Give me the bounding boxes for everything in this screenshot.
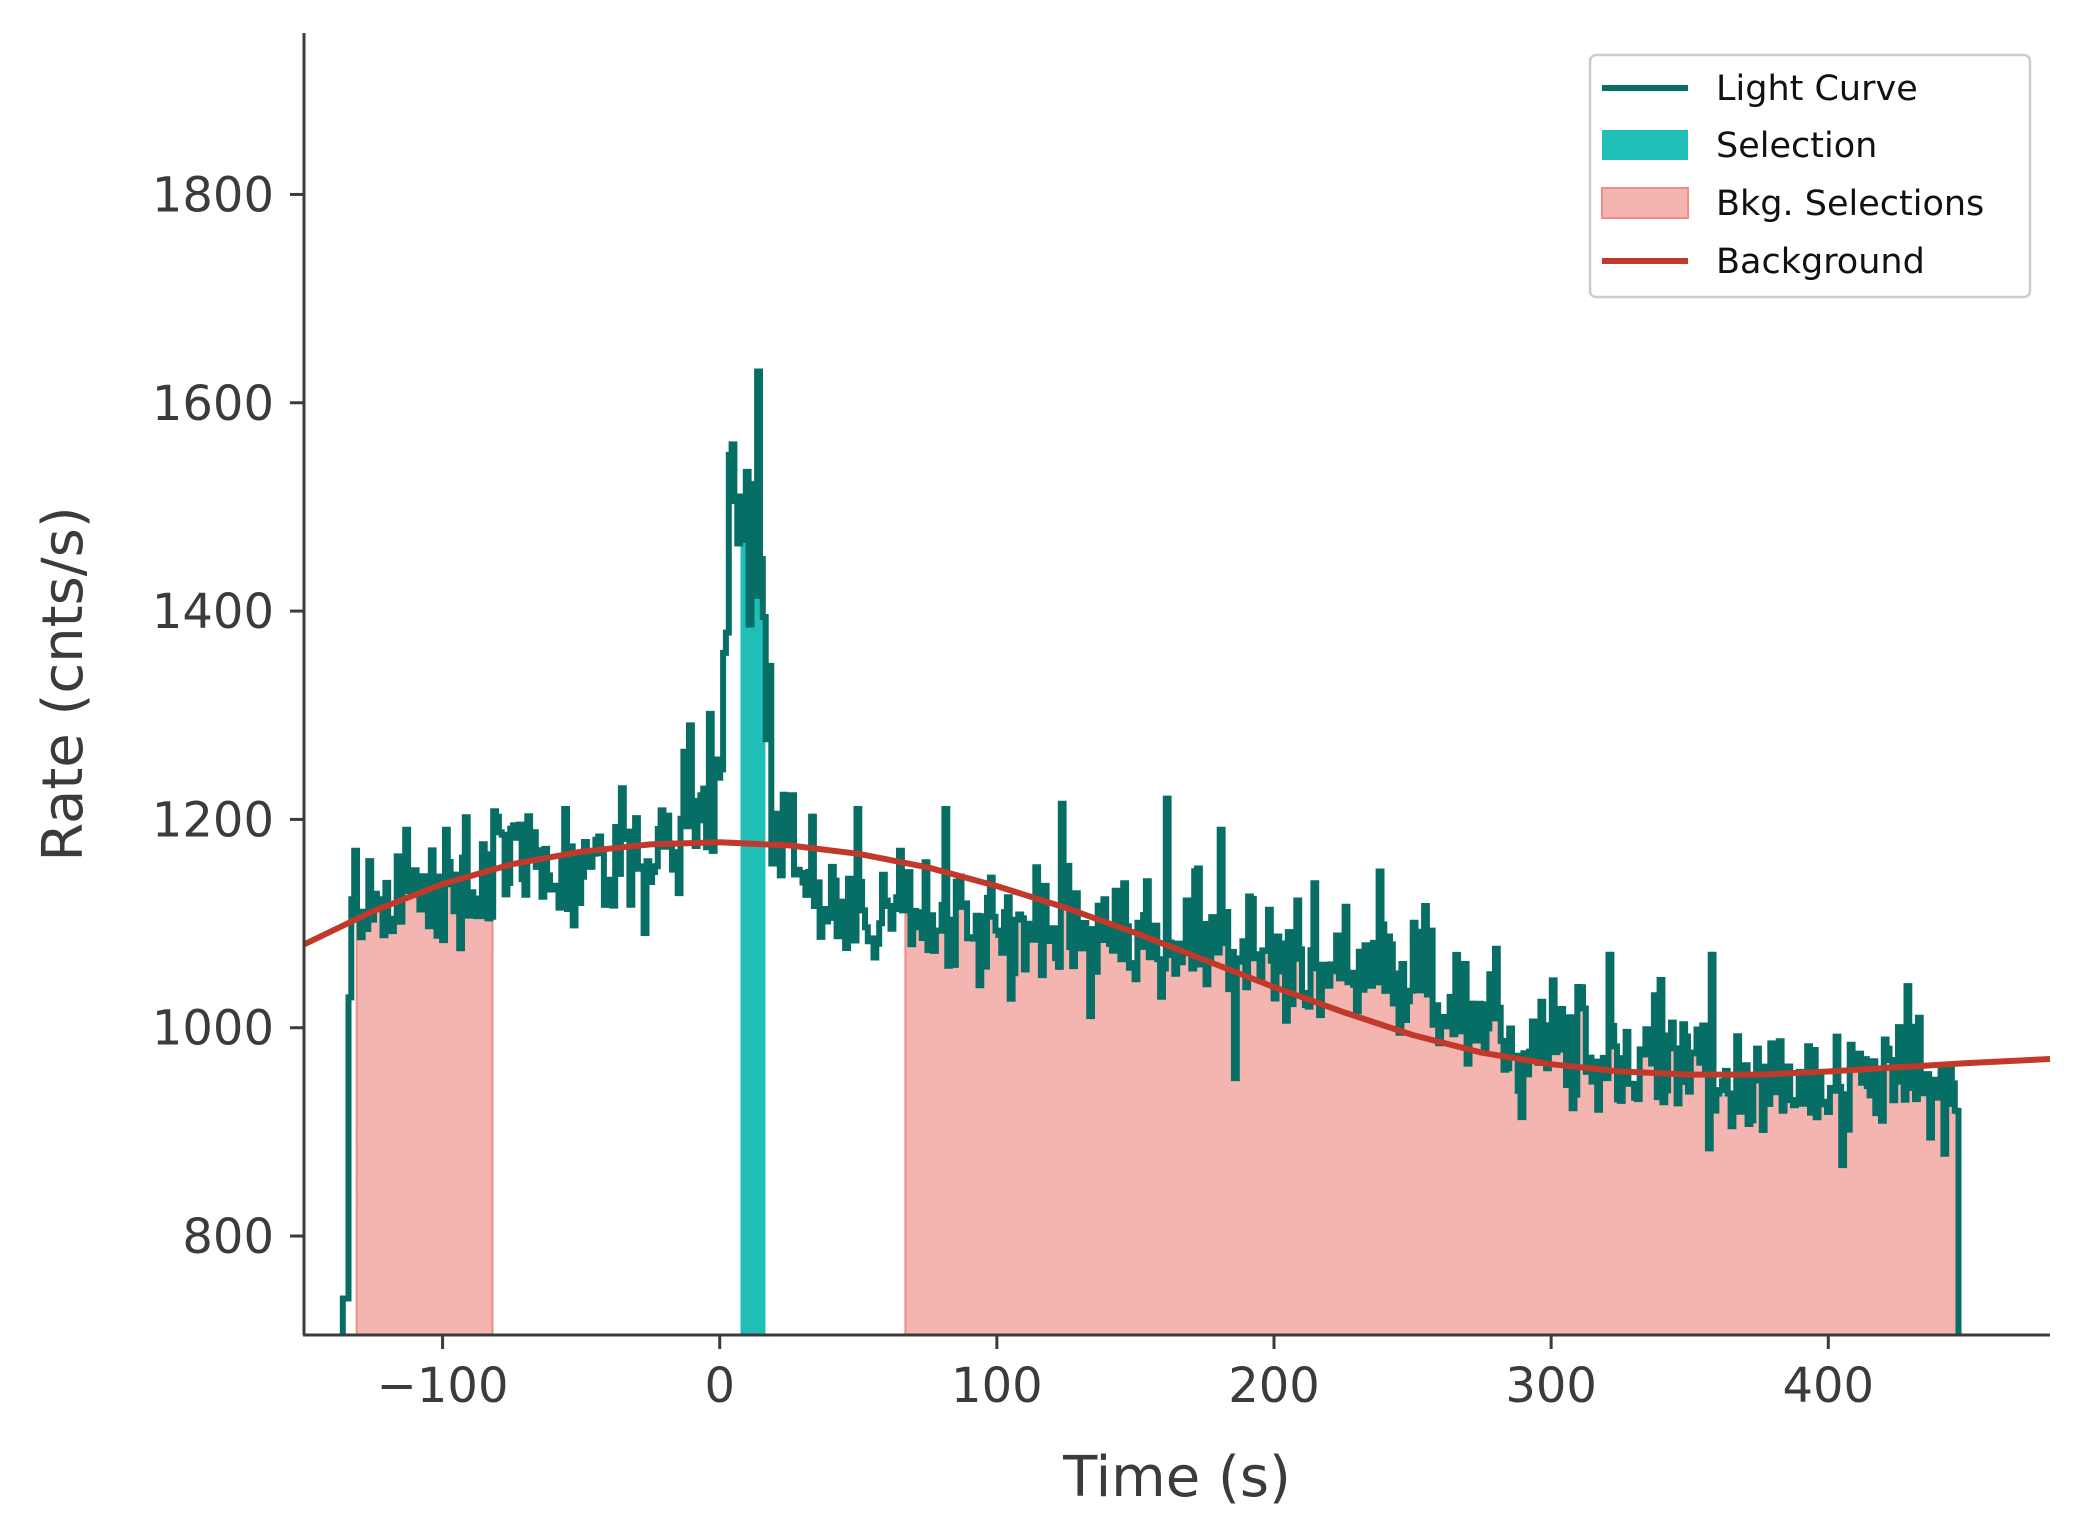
x-tick-label: 300 [1505,1358,1597,1414]
legend-selection-swatch [1602,130,1688,160]
legend-selection-label: Selection [1716,126,1877,166]
legend-background-label: Background [1716,242,1925,282]
y-axis-label: Rate (cnts/s) [31,506,96,861]
y-tick-label: 1400 [152,584,274,640]
x-tick-label: 200 [1228,1358,1320,1414]
legend: Light Curve Selection Bkg. Selections Ba… [1588,53,2032,299]
x-ticks: −100 0 100 200 300 400 [377,1335,1874,1414]
x-axis-label: Time (s) [1062,1445,1291,1510]
legend-bkg-selections-label: Bkg. Selections [1716,184,1984,224]
y-tick-label: 1200 [152,792,274,848]
light-curve-layer [339,368,1962,1335]
x-tick-label: −100 [377,1358,509,1414]
y-tick-label: 1800 [152,167,274,223]
legend-frame [1588,53,2032,299]
plot-area [302,368,2051,1336]
background-layer [302,839,2051,1078]
light-curve-line [339,368,1962,1335]
legend-light-curve-label: Light Curve [1716,69,1918,109]
y-tick-label: 800 [182,1209,274,1265]
x-tick-label: 400 [1782,1358,1874,1414]
y-tick-label: 1600 [152,376,274,432]
x-tick-label: 0 [704,1358,735,1414]
background-curve [302,839,2051,1078]
y-tick-label: 1000 [152,1001,274,1057]
x-tick-label: 100 [951,1358,1043,1414]
axes: −100 0 100 200 300 400 800 1000 1200 1400 1600 180… [31,33,2050,1510]
legend-bkg-selections-swatch [1601,187,1689,219]
y-ticks: 800 1000 1200 1400 1600 1800 [152,167,304,1265]
